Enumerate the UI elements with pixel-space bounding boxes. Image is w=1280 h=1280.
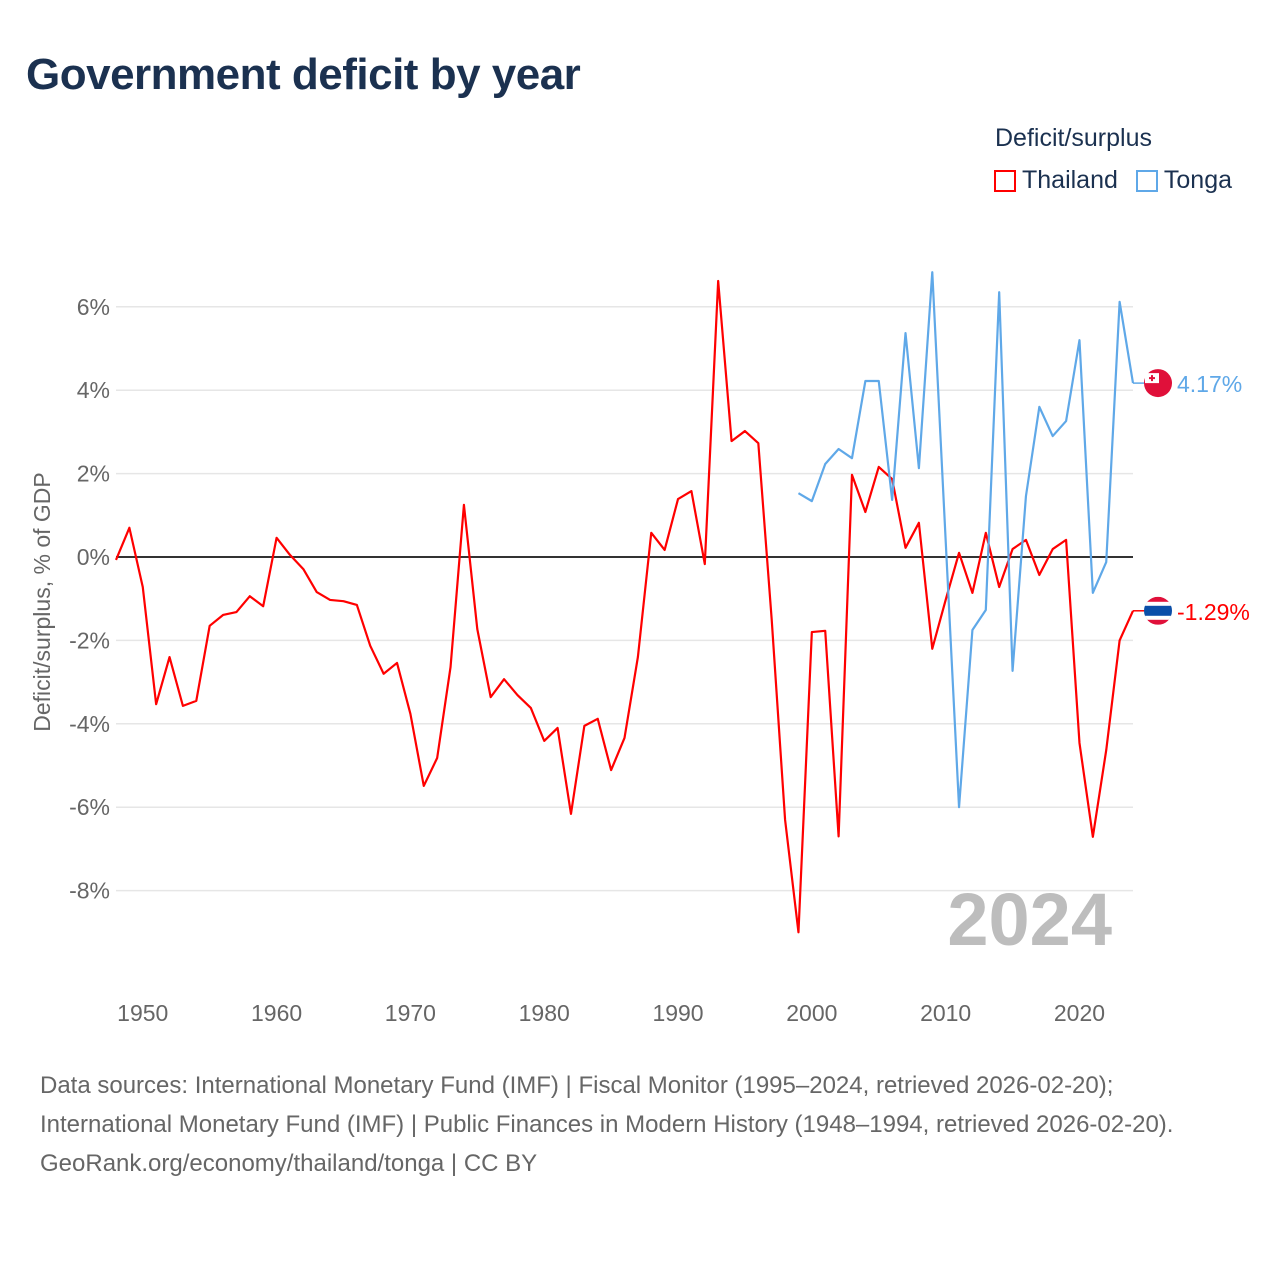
legend-item-tonga[interactable]: Tonga bbox=[1135, 166, 1233, 195]
y-axis-title: Deficit/surplus, % of GDP bbox=[29, 472, 55, 731]
line-chart: 2024 6% 4% 2% 0% -2% -4% -6% -8% 1950 1960 1970 1980… bbox=[29, 271, 1250, 1026]
y-tick-label: 0% bbox=[77, 544, 110, 570]
legend-swatch-tonga bbox=[1135, 169, 1158, 192]
x-tick-label: 2010 bbox=[920, 1000, 971, 1026]
legend-item-thailand[interactable]: Thailand bbox=[994, 166, 1118, 195]
legend-label-tonga: Tonga bbox=[1163, 166, 1233, 194]
data-sources: Data sources: International Monetary Fun… bbox=[40, 1072, 1174, 1138]
x-tick-label: 2000 bbox=[786, 1000, 837, 1026]
y-tick-label: -4% bbox=[69, 711, 110, 737]
x-tick-label: 1990 bbox=[652, 1000, 703, 1026]
legend-swatch-thailand bbox=[994, 169, 1016, 192]
x-tick-label: 1980 bbox=[519, 1000, 570, 1026]
series-line-tonga bbox=[797, 271, 1135, 809]
y-tick-label: -6% bbox=[69, 794, 110, 820]
y-tick-label: 4% bbox=[77, 377, 110, 403]
legend-title: Deficit/surplus bbox=[995, 124, 1152, 152]
flag-icon-tonga bbox=[1144, 369, 1172, 398]
footer: Data sources: International Monetary Fun… bbox=[40, 1066, 1240, 1183]
y-tick-label: 6% bbox=[77, 294, 110, 320]
credit-link[interactable]: GeoRank.org/economy/thailand/tonga | CC … bbox=[40, 1150, 538, 1177]
x-tick-label: 1970 bbox=[385, 1000, 436, 1026]
legend: Thailand Tonga bbox=[994, 166, 1232, 195]
chart-title: Government deficit by year bbox=[26, 50, 581, 99]
y-tick-label: -8% bbox=[69, 878, 110, 904]
y-tick-label: 2% bbox=[77, 461, 110, 487]
series-line-thailand bbox=[114, 279, 1135, 934]
x-tick-label: 2020 bbox=[1054, 1000, 1105, 1026]
y-tick-label: -2% bbox=[69, 627, 110, 653]
end-label-tonga: 4.17% bbox=[1177, 371, 1242, 397]
x-tick-label: 1960 bbox=[251, 1000, 302, 1026]
x-tick-label: 1950 bbox=[117, 1000, 168, 1026]
legend-label-thailand: Thailand bbox=[1022, 166, 1118, 194]
end-label-thailand: -1.29% bbox=[1177, 599, 1250, 625]
year-watermark: 2024 bbox=[947, 878, 1112, 961]
flag-icon-thailand bbox=[1144, 596, 1172, 625]
